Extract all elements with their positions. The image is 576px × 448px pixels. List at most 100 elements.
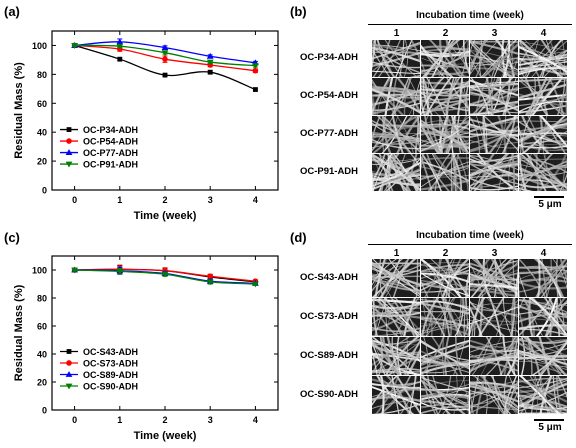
- fiber-texture: [470, 376, 518, 414]
- fiber-texture: [470, 78, 518, 115]
- fiber-texture: [421, 40, 469, 77]
- y-tick-label: 20: [37, 157, 47, 167]
- fiber-texture: [519, 116, 567, 153]
- data-point: [71, 267, 78, 274]
- sem-column-label: 4: [540, 248, 547, 259]
- sem-image: [470, 154, 518, 191]
- panel-label-a: (a): [4, 4, 20, 19]
- sem-image: [372, 154, 420, 191]
- sem-image: [421, 337, 469, 375]
- sem-column-label: 3: [491, 28, 498, 39]
- fiber-texture: [470, 337, 518, 375]
- data-point: [252, 63, 259, 70]
- legend-label: OC-S89-ADH: [83, 370, 138, 380]
- data-point: [116, 43, 124, 50]
- sem-image: [372, 40, 420, 77]
- y-tick-label: 40: [37, 128, 47, 138]
- x-tick-label: 4: [253, 195, 258, 205]
- y-axis-label: Residual Mass (%): [13, 62, 25, 159]
- sem-image: [470, 78, 518, 115]
- series-OC-P34-ADH: [72, 43, 258, 92]
- fiber-texture: [372, 40, 420, 77]
- fiber-texture: [421, 259, 469, 297]
- data-point: [206, 59, 214, 66]
- data-point: [161, 50, 169, 57]
- sem-image: [421, 376, 469, 414]
- sem-image: [519, 40, 567, 77]
- sem-image: [470, 376, 518, 414]
- sem-image: [470, 116, 518, 153]
- y-tick-label: 100: [32, 41, 47, 51]
- fiber-texture: [372, 376, 420, 414]
- sem-row-label: OC-P91-ADH: [299, 166, 359, 177]
- sem-image: [519, 116, 567, 153]
- fiber-texture: [470, 154, 518, 191]
- sem-image: [470, 40, 518, 77]
- legend-label: OC-P77-ADH: [83, 148, 138, 158]
- sem-column-label: 1: [393, 248, 400, 259]
- fiber-texture: [470, 116, 518, 153]
- data-point: [206, 279, 214, 286]
- legend-marker: [65, 383, 73, 390]
- x-axis-label: Time (week): [134, 210, 197, 222]
- legend-marker: [66, 138, 72, 144]
- fiber-texture: [470, 298, 518, 336]
- legend-label: OC-S73-ADH: [83, 358, 138, 368]
- legend-marker: [65, 149, 73, 155]
- sem-image: [372, 259, 420, 297]
- legend-label: OC-S43-ADH: [83, 347, 138, 357]
- sem-image: [372, 298, 420, 336]
- data-point: [206, 52, 214, 59]
- sem-column-label: 2: [442, 28, 449, 39]
- sem-column-label: 1: [393, 28, 400, 39]
- fiber-texture: [421, 337, 469, 375]
- fiber-texture: [421, 376, 469, 414]
- legend-marker: [65, 161, 73, 168]
- fiber-texture: [470, 259, 518, 297]
- sem-header-rule: [368, 24, 572, 25]
- scale-bar-label: 5 μm: [538, 199, 562, 210]
- sem-image: [421, 78, 469, 115]
- legend-marker: [66, 127, 72, 132]
- sem-header-rule: [368, 244, 572, 245]
- scale-bar: [534, 196, 564, 198]
- legend-label: OC-P54-ADH: [83, 137, 138, 147]
- fiber-texture: [372, 78, 420, 115]
- fiber-texture: [519, 154, 567, 191]
- sem-image: [372, 116, 420, 153]
- sem-row-label: OC-S43-ADH: [299, 271, 359, 283]
- sem-row-label: OC-P77-ADH: [299, 128, 359, 139]
- sem-image: [519, 376, 567, 414]
- sem-image: [519, 298, 567, 336]
- y-tick-label: 20: [37, 378, 47, 388]
- fiber-texture: [372, 337, 420, 375]
- data-point: [252, 281, 259, 288]
- fiber-texture: [519, 40, 567, 77]
- scale-bar: [534, 419, 564, 421]
- data-point: [207, 273, 213, 280]
- sem-row-label: OC-P34-ADH: [299, 52, 359, 63]
- data-point: [161, 271, 169, 278]
- fiber-texture: [519, 78, 567, 115]
- x-axis-label: Time (week): [134, 430, 197, 442]
- sem-image: [421, 154, 469, 191]
- fiber-texture: [372, 116, 420, 153]
- sem-image: [372, 78, 420, 115]
- panel-label-c: (c): [4, 230, 20, 245]
- x-tick-label: 0: [72, 415, 77, 425]
- fiber-texture: [519, 298, 567, 336]
- series-OC-P91-ADH: [71, 43, 259, 70]
- sem-row-label: OC-P54-ADH: [299, 90, 359, 101]
- sem-image: [519, 78, 567, 115]
- legend-label: OC-P91-ADH: [83, 160, 138, 170]
- fiber-texture: [421, 298, 469, 336]
- x-tick-label: 1: [117, 415, 122, 425]
- y-tick-label: 80: [37, 294, 47, 304]
- legend-label: OC-P34-ADH: [83, 125, 138, 135]
- legend-marker: [66, 349, 72, 354]
- chart-c: 0 20 40 60 80 100 0 1 2 3 4 Time (week) Residual Mas…: [13, 255, 279, 442]
- sem-image: [470, 337, 518, 375]
- sem-image: [372, 376, 420, 414]
- fiber-texture: [421, 78, 469, 115]
- data-point: [117, 56, 123, 62]
